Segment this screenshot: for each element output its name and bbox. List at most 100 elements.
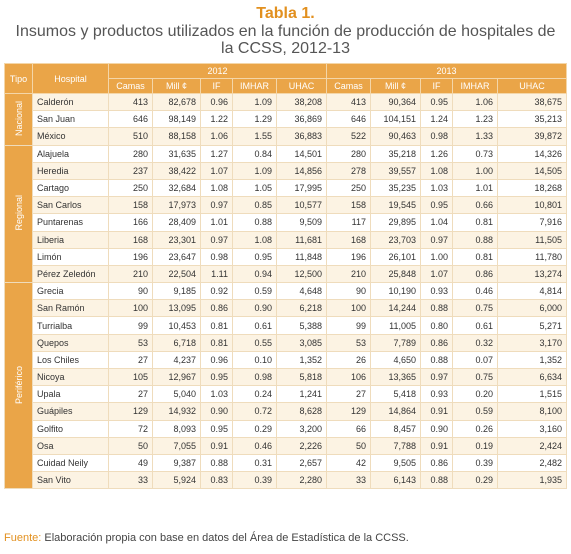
cell: 105 xyxy=(108,367,153,387)
cell: 38,422 xyxy=(152,161,201,180)
data-row: Los Chiles 27 4,237 0.96 0.10 1,352 26 4,650 0.8… xyxy=(5,350,568,370)
cell: 39,557 xyxy=(370,161,422,180)
hospital-name: San Ramón xyxy=(32,299,109,318)
column-header: Mill ¢ xyxy=(152,78,201,94)
cell: 1.24 xyxy=(420,110,454,129)
hospital-name: Pérez Zeledón xyxy=(32,264,109,284)
cell: 5,388 xyxy=(275,316,328,335)
cell: 1.05 xyxy=(232,178,277,198)
cell: 0.96 xyxy=(200,92,233,112)
cell: 168 xyxy=(326,230,372,249)
cell: 14,505 xyxy=(497,161,568,180)
cell: 12,500 xyxy=(275,264,328,284)
cell: 13,095 xyxy=(152,299,201,318)
cell: 0.86 xyxy=(420,333,454,352)
cell: 11,780 xyxy=(497,247,568,266)
group-cell: Regional xyxy=(4,144,33,284)
cell: 1.27 xyxy=(200,144,233,163)
data-row: Cuidad Neily 49 9,387 0.88 0.31 2,657 42 9,505 0… xyxy=(5,453,568,473)
cell: 510 xyxy=(108,127,153,146)
column-header: UHAC xyxy=(275,78,328,94)
cell: 0.91 xyxy=(200,436,233,455)
cell: 0.55 xyxy=(232,333,277,352)
cell: 4,648 xyxy=(275,282,328,301)
cell: 0.86 xyxy=(200,299,233,318)
cell: 11,681 xyxy=(275,230,328,249)
cell: 2,424 xyxy=(497,436,568,455)
cell: 17,973 xyxy=(152,196,201,215)
cell: 1.04 xyxy=(420,213,454,232)
cell: 1.08 xyxy=(232,230,277,249)
cell: 23,301 xyxy=(152,230,201,249)
cell: 33 xyxy=(108,471,153,490)
cell: 9,509 xyxy=(275,213,328,232)
cell: 7,788 xyxy=(370,436,422,455)
cell: 88,158 xyxy=(152,127,201,146)
cell: 0.19 xyxy=(452,436,499,455)
column-header: UHAC xyxy=(497,78,568,94)
cell: 6,718 xyxy=(152,333,201,352)
cell: 28,409 xyxy=(152,213,201,232)
cell: 0.81 xyxy=(452,247,499,266)
data-row: Nacional Calderón 413 82,678 0.96 1.09 38,208 4… xyxy=(4,92,568,146)
data-row: Heredia 237 38,422 1.07 1.09 14,856 278 39,557 1… xyxy=(5,161,568,180)
cell: 0.97 xyxy=(200,196,233,215)
cell: 38,675 xyxy=(497,92,568,112)
subtitle: Insumos y productos utilizados en la fun… xyxy=(15,23,556,57)
cell: 4,814 xyxy=(497,282,568,301)
data-row: Liberia 168 23,301 0.97 1.08 11,681 168 23,703 0… xyxy=(5,230,568,249)
hospital-name: Puntarenas xyxy=(32,213,109,232)
data-row: San Juan 646 98,149 1.22 1.29 36,869 646 104,15… xyxy=(5,110,568,129)
data-row: Limón 196 23,647 0.98 0.95 11,848 196 26,101 1.0… xyxy=(5,247,568,266)
cell: 5,924 xyxy=(152,471,201,490)
cell: 129 xyxy=(108,402,153,421)
header-row: Tipo Hospital 2012 2013 xyxy=(4,63,568,94)
cell: 72 xyxy=(108,419,153,438)
cell: 210 xyxy=(108,264,153,284)
cell: 0.93 xyxy=(420,282,454,301)
cell: 1.08 xyxy=(200,178,233,198)
cell: 90,364 xyxy=(370,92,422,112)
cell: 0.97 xyxy=(420,230,454,249)
data-row: Pérez Zeledón 210 22,504 1.11 0.94 12,500 210 2… xyxy=(5,264,568,284)
hospital-name: Cuidad Neily xyxy=(32,453,109,473)
source-text: Elaboración propia con base en datos del… xyxy=(44,532,409,544)
cell: 1.07 xyxy=(420,264,454,284)
cell: 17,995 xyxy=(275,178,328,198)
cell: 1,935 xyxy=(497,471,568,490)
cell: 210 xyxy=(326,264,372,284)
cell: 0.61 xyxy=(232,316,277,335)
cell: 0.46 xyxy=(452,282,499,301)
cell: 9,185 xyxy=(152,282,201,301)
cell: 3,200 xyxy=(275,419,328,438)
cell: 0.85 xyxy=(232,196,277,215)
cell: 99 xyxy=(108,316,153,335)
group-label: Nacional xyxy=(13,100,24,136)
cell: 0.81 xyxy=(452,213,499,232)
cell: 1.06 xyxy=(452,92,499,112)
cell: 90 xyxy=(108,282,153,301)
cell: 0.46 xyxy=(232,436,277,455)
cell: 646 xyxy=(326,110,372,129)
cell: 4,650 xyxy=(370,350,422,370)
cell: 42 xyxy=(326,453,372,473)
cell: 0.10 xyxy=(232,350,277,370)
cell: 14,244 xyxy=(370,299,422,318)
hospital-name: San Vito xyxy=(32,471,109,490)
column-header: Mill ¢ xyxy=(370,78,422,94)
cell: 0.29 xyxy=(452,471,499,490)
data-table: Tipo Hospital 2012 2013 Camas Mill ¢ IF IMHAR UH… xyxy=(4,63,568,490)
group-cell: Periférico xyxy=(4,282,33,490)
cell: 166 xyxy=(108,213,153,232)
hospital-name: Los Chiles xyxy=(32,350,109,370)
cell: 0.24 xyxy=(232,385,277,404)
cell: 23,647 xyxy=(152,247,201,266)
group-label: Periférico xyxy=(13,365,24,404)
cell: 0.97 xyxy=(200,230,233,249)
cell: 117 xyxy=(326,213,372,232)
cell: 250 xyxy=(326,178,372,198)
cell: 0.73 xyxy=(452,144,499,163)
cell: 50 xyxy=(326,436,372,455)
data-row: Cartago 250 32,684 1.08 1.05 17,995 250 35,235 1… xyxy=(5,178,568,198)
cell: 7,916 xyxy=(497,213,568,232)
